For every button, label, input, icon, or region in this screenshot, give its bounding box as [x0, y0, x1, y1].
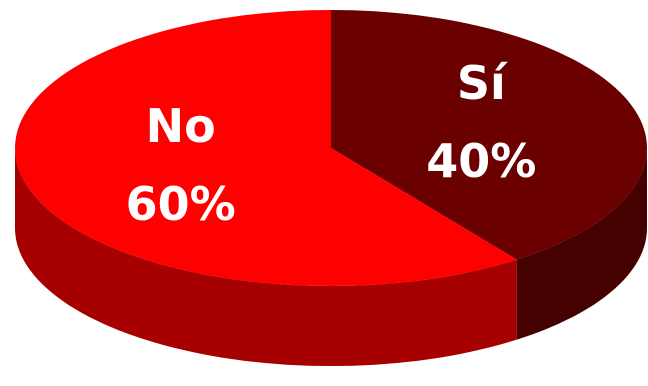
slice	[15, 10, 517, 286]
category-label: No	[146, 99, 216, 153]
value-label: 40%	[426, 134, 536, 188]
category-label: Sí	[457, 56, 508, 110]
slice	[331, 10, 647, 260]
slice-side-shade	[516, 148, 647, 340]
slice-side	[15, 148, 517, 366]
slice-side	[516, 148, 647, 340]
slice-side-shade	[15, 148, 517, 366]
value-label: 60%	[126, 177, 236, 231]
